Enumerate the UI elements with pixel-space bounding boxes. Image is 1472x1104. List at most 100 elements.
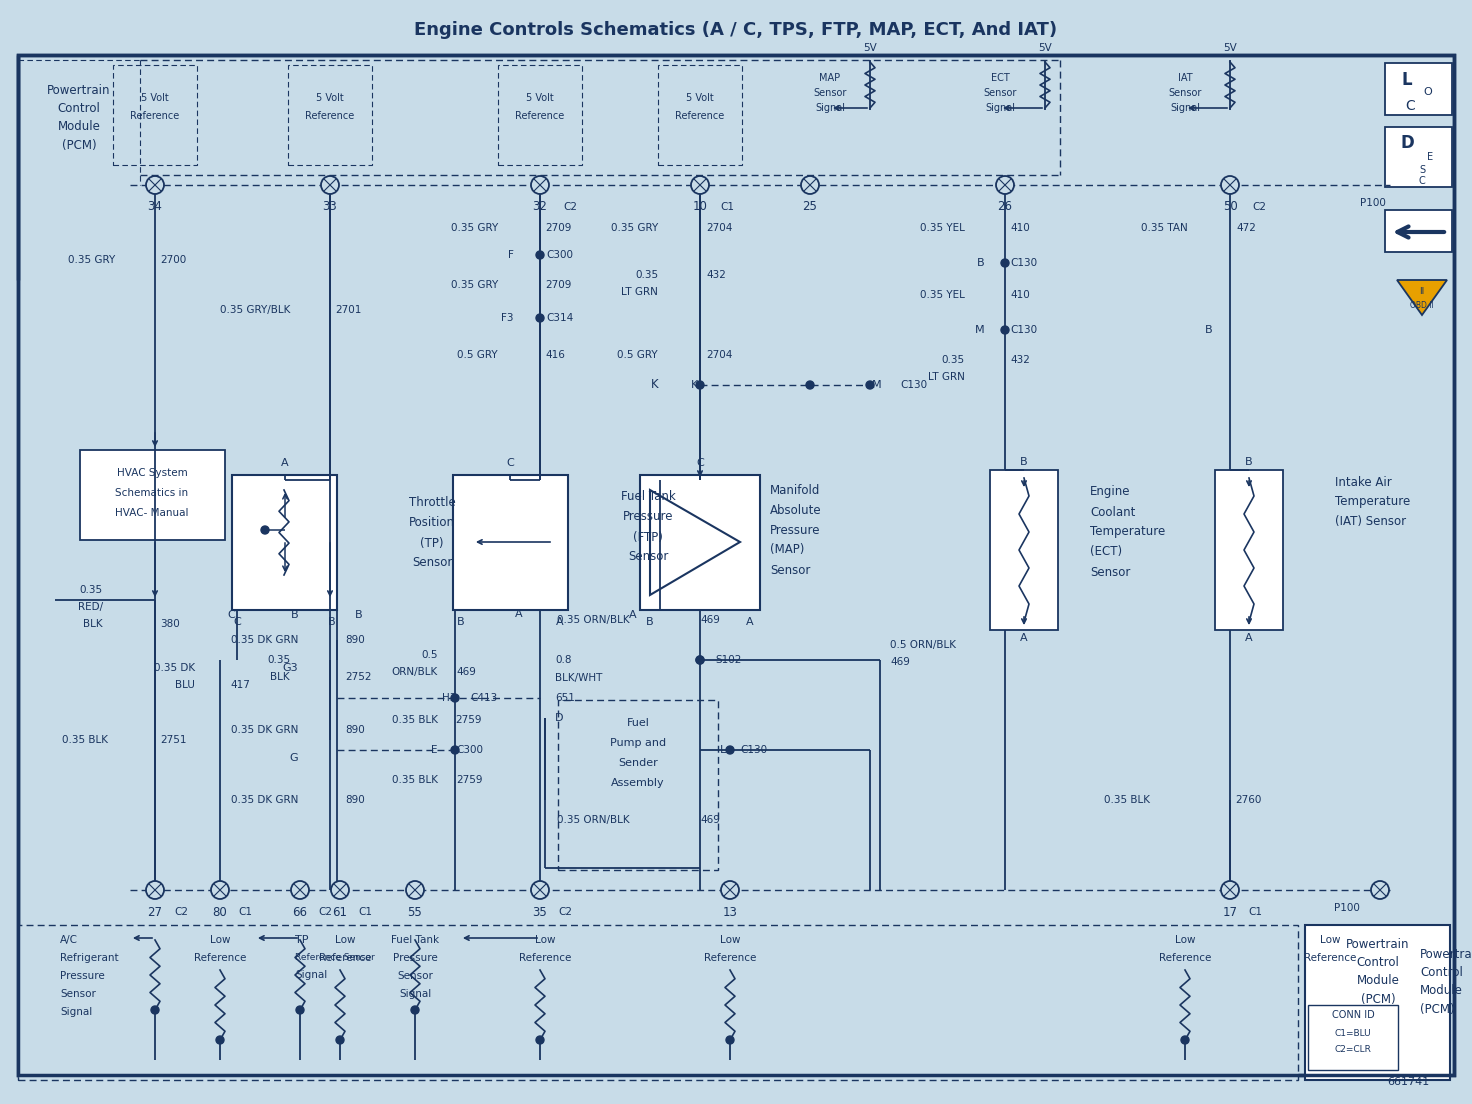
Text: 0.5: 0.5 <box>421 650 439 660</box>
Text: Reference: Reference <box>676 112 724 121</box>
Circle shape <box>536 251 545 259</box>
Text: D: D <box>1400 134 1415 152</box>
Text: A: A <box>556 617 564 627</box>
Text: 661741: 661741 <box>1388 1078 1429 1087</box>
Text: Fuel: Fuel <box>627 718 649 728</box>
Text: 890: 890 <box>344 725 365 735</box>
Text: 472: 472 <box>1236 223 1256 233</box>
Text: M: M <box>976 325 985 335</box>
Text: 55: 55 <box>408 905 422 919</box>
Text: 0.35 BLK: 0.35 BLK <box>392 775 439 785</box>
Circle shape <box>696 656 704 664</box>
Text: Module: Module <box>1357 975 1400 987</box>
Bar <box>453 475 568 611</box>
Bar <box>1306 925 1450 1080</box>
Text: Signal: Signal <box>815 103 845 113</box>
Text: Powertrain: Powertrain <box>1347 938 1410 952</box>
Text: Position: Position <box>409 517 455 530</box>
Text: Absolute: Absolute <box>770 503 821 517</box>
Text: Control: Control <box>1357 956 1400 969</box>
Text: 0.35 DK GRN: 0.35 DK GRN <box>231 635 297 645</box>
Text: 0.5 ORN/BLK: 0.5 ORN/BLK <box>891 640 955 650</box>
Text: RED/: RED/ <box>78 602 103 612</box>
Circle shape <box>696 656 704 664</box>
Text: Reference: Reference <box>1158 953 1211 963</box>
Text: Sensor: Sensor <box>983 88 1017 98</box>
Text: C1: C1 <box>358 907 372 917</box>
Circle shape <box>721 881 739 899</box>
Text: 10: 10 <box>692 201 708 213</box>
Circle shape <box>406 881 424 899</box>
Text: C2: C2 <box>1253 202 1266 212</box>
Text: C413: C413 <box>470 693 498 703</box>
Text: 651: 651 <box>555 693 576 703</box>
Circle shape <box>997 176 1014 194</box>
Text: C1=BLU: C1=BLU <box>1335 1029 1372 1038</box>
Text: K: K <box>690 380 698 390</box>
Circle shape <box>807 381 814 389</box>
Text: Sensor: Sensor <box>397 972 433 981</box>
Text: 0.35: 0.35 <box>79 585 103 595</box>
Circle shape <box>152 1006 159 1013</box>
Circle shape <box>531 176 549 194</box>
Text: Reference: Reference <box>704 953 757 963</box>
Text: Low: Low <box>1175 935 1195 945</box>
Text: L: L <box>720 745 726 755</box>
Text: 0.35 YEL: 0.35 YEL <box>920 223 966 233</box>
Text: Signal: Signal <box>985 103 1016 113</box>
Text: Sensor: Sensor <box>1169 88 1201 98</box>
Text: Assembly: Assembly <box>611 778 665 788</box>
Text: 2752: 2752 <box>344 672 371 682</box>
Text: Signal: Signal <box>294 970 327 980</box>
Bar <box>79 450 225 540</box>
Bar <box>113 65 197 164</box>
Text: 0.35 BLK: 0.35 BLK <box>392 715 439 725</box>
Text: 0.35 DK GRN: 0.35 DK GRN <box>231 795 297 805</box>
Text: 61: 61 <box>333 905 347 919</box>
Text: Pressure: Pressure <box>60 972 105 981</box>
Circle shape <box>296 1006 305 1013</box>
Circle shape <box>1220 881 1239 899</box>
Text: 0.35: 0.35 <box>266 655 290 665</box>
Text: (PCM): (PCM) <box>1360 992 1395 1006</box>
Text: 5 Volt: 5 Volt <box>316 93 344 103</box>
Text: Signal: Signal <box>399 989 431 999</box>
Text: A: A <box>630 611 637 620</box>
Text: 0.35 GRY: 0.35 GRY <box>450 223 498 233</box>
Text: (MAP): (MAP) <box>770 543 804 556</box>
Text: Reference: Reference <box>518 953 571 963</box>
Text: A: A <box>1245 633 1253 643</box>
Text: C: C <box>233 617 241 627</box>
Text: 2709: 2709 <box>545 280 571 290</box>
Text: Pressure: Pressure <box>623 510 673 523</box>
Text: H3: H3 <box>442 693 456 703</box>
Polygon shape <box>1397 280 1447 315</box>
Text: O: O <box>1423 87 1432 97</box>
Text: Control: Control <box>57 102 100 115</box>
Circle shape <box>216 1036 224 1044</box>
Circle shape <box>146 881 163 899</box>
Text: BLU: BLU <box>175 680 194 690</box>
Text: B: B <box>977 258 985 268</box>
Text: S: S <box>1419 164 1425 176</box>
Text: C130: C130 <box>1010 258 1038 268</box>
Text: Low: Low <box>1320 935 1340 945</box>
Text: E: E <box>1426 152 1434 162</box>
Text: 0.35 BLK: 0.35 BLK <box>1104 795 1150 805</box>
Text: C: C <box>506 458 514 468</box>
Text: C314: C314 <box>546 314 573 323</box>
Text: 2704: 2704 <box>707 350 733 360</box>
Circle shape <box>1181 1036 1189 1044</box>
Text: 0.35 TAN: 0.35 TAN <box>1141 223 1188 233</box>
Text: Engine Controls Schematics (A / C, TPS, FTP, MAP, ECT, And IAT): Engine Controls Schematics (A / C, TPS, … <box>415 21 1057 39</box>
Circle shape <box>210 881 230 899</box>
Text: B: B <box>328 617 336 627</box>
Text: Module: Module <box>57 119 100 132</box>
Text: (ECT): (ECT) <box>1089 545 1122 559</box>
Text: OBD II: OBD II <box>1410 300 1434 309</box>
Bar <box>640 475 760 611</box>
Text: 890: 890 <box>344 795 365 805</box>
Circle shape <box>450 694 459 702</box>
Text: 66: 66 <box>293 905 308 919</box>
Text: LT GRN: LT GRN <box>621 287 658 297</box>
